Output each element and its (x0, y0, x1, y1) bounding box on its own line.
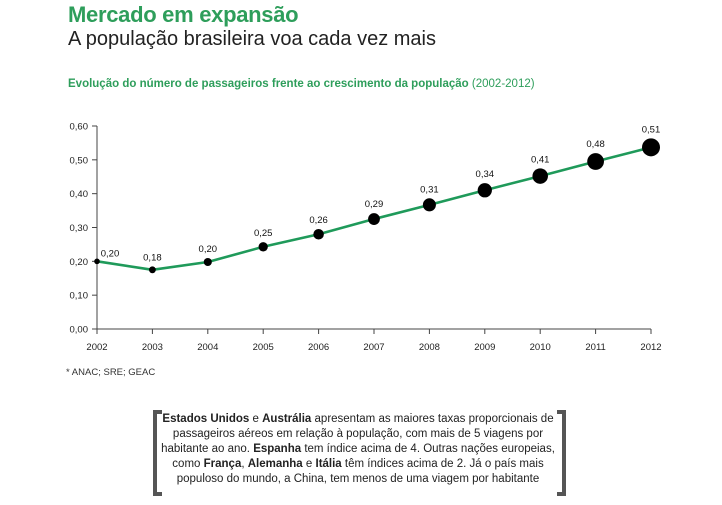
data-label: 0,29 (365, 199, 384, 210)
chart-title-period: (2002-2012) (471, 78, 535, 90)
note-text-1: e (249, 413, 263, 425)
y-tick-label: 0,60 (70, 122, 89, 133)
x-tick-label: 2003 (142, 342, 163, 353)
data-point (587, 153, 604, 170)
data-label: 0,20 (101, 248, 120, 259)
data-point (94, 258, 100, 265)
data-label: 0,25 (254, 228, 273, 239)
data-point (642, 138, 660, 157)
note-text-2: apresentam as maiores taxas proporcionai… (161, 413, 554, 455)
y-tick-label: 0,00 (70, 325, 89, 336)
x-tick-label: 2002 (86, 342, 107, 353)
data-point (258, 242, 268, 252)
note-usa: Estados Unidos (162, 413, 250, 425)
data-point (422, 198, 436, 212)
x-tick-label: 2008 (419, 342, 440, 353)
data-point (368, 213, 380, 225)
y-tick-label: 0,30 (70, 223, 89, 234)
note-germany: Alemanha (247, 458, 303, 470)
note-text-6: têm índices acima de 2. Já o país mais p… (176, 458, 544, 485)
left-bracket (153, 410, 162, 496)
data-label: 0,51 (642, 124, 661, 135)
y-tick-label: 0,40 (70, 189, 89, 200)
info-note: Estados Unidos e Austrália apresentam as… (160, 412, 556, 487)
data-label: 0,20 (199, 244, 218, 255)
data-point (477, 183, 492, 198)
data-point (203, 257, 212, 267)
note-italy: Itália (315, 458, 342, 470)
data-point (313, 228, 324, 240)
data-label: 0,41 (531, 154, 550, 165)
note-australia: Austrália (262, 413, 312, 425)
note-france: França (203, 458, 242, 470)
chart-title: Evolução do número de passageiros frente… (68, 77, 535, 91)
note-text-3: tem índice acima de 4. Outras nações eur… (172, 443, 555, 470)
y-tick-label: 0,50 (70, 155, 89, 166)
x-tick-label: 2011 (585, 342, 605, 353)
data-point (532, 168, 548, 184)
data-label: 0,26 (309, 215, 328, 226)
x-tick-label: 2004 (197, 342, 218, 353)
data-point (148, 266, 156, 274)
data-label: 0,31 (420, 184, 439, 195)
y-tick-label: 0,10 (70, 291, 89, 302)
x-tick-label: 2005 (253, 342, 274, 353)
x-tick-label: 2009 (474, 342, 495, 353)
source-note: * ANAC; SRE; GEAC (66, 367, 156, 378)
x-tick-label: 2007 (363, 342, 384, 353)
x-tick-label: 2006 (308, 342, 329, 353)
data-label: 0,34 (476, 169, 495, 180)
note-text-5: e (302, 458, 316, 470)
chart-title-main: Evolução do número de passageiros frente… (68, 78, 469, 90)
note-spain: Espanha (253, 443, 302, 455)
right-bracket (557, 410, 566, 496)
subheadline: A população brasileira voa cada vez mais (68, 28, 436, 50)
y-tick-label: 0,20 (70, 257, 89, 268)
data-label: 0,18 (143, 252, 162, 263)
headline: Mercado em expansão (68, 2, 299, 27)
x-tick-label: 2010 (530, 342, 551, 353)
data-label: 0,48 (586, 139, 605, 150)
note-text-4: , (241, 458, 248, 470)
x-tick-label: 2012 (640, 342, 661, 353)
